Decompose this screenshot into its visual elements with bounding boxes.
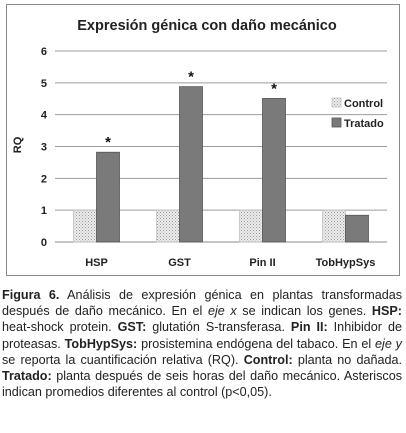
caption-figure-label: Figura 6. <box>2 288 60 302</box>
significance-asterisk: * <box>188 69 194 86</box>
bars: * * * <box>73 69 369 243</box>
chart-frame: Expresión génica con daño mecánico 0 1 2 3 4… <box>6 4 400 276</box>
legend: Control Tratado <box>331 97 384 130</box>
bar-tratado-tobhypsys <box>345 214 369 243</box>
y-tick-label: 2 <box>41 173 47 185</box>
caption-gst-label: GST: <box>117 320 147 335</box>
y-axis-ticks: 0 1 2 3 4 5 6 <box>41 46 48 249</box>
caption-text: planta después de seis horas del daño me… <box>2 369 402 400</box>
y-tick-label: 5 <box>41 78 47 90</box>
caption-eje-x: eje x <box>207 304 237 319</box>
bar-chart: Expresión génica con daño mecánico 0 1 2 3 4… <box>12 18 387 269</box>
caption-tob-label: TobHypSys: <box>64 336 138 351</box>
y-tick-label: 0 <box>41 237 47 249</box>
caption-text: glutatión S-transferasa. <box>146 320 291 335</box>
x-tick-label: GST <box>168 257 191 269</box>
caption-text: Inhibidor de proteasas. <box>2 320 402 351</box>
y-tick-label: 4 <box>41 110 48 122</box>
caption-control-label: Control: <box>243 352 293 367</box>
y-tick-label: 1 <box>41 205 47 217</box>
significance-asterisk: * <box>271 80 277 97</box>
bar-control-pin-ii <box>239 209 263 243</box>
caption-text: heat-shock protein. <box>2 320 118 335</box>
x-tick-label: TobHypSys <box>316 257 376 269</box>
figure-caption: Figura 6. Análisis de expresión génica e… <box>2 287 402 400</box>
bar-control-tobhypsys <box>322 209 346 243</box>
significance-asterisk: * <box>105 134 111 151</box>
caption-text: prosistemina endógena del tabaco. En el <box>137 336 376 351</box>
legend-label-control: Control <box>344 98 383 110</box>
caption-eje-y: eje y <box>375 336 402 351</box>
caption-text: se reporta la cuantificación relativa (R… <box>2 352 244 367</box>
x-tick-label: HSP <box>85 257 108 269</box>
x-axis-ticks: HSP GST Pin II TobHypSys <box>85 257 375 269</box>
caption-tratado-label: Tratado: <box>2 369 52 384</box>
caption-text: se indican los genes. <box>236 304 372 319</box>
legend-swatch-tratado <box>331 117 342 128</box>
legend-swatch-control <box>331 97 342 108</box>
bar-tratado-gst <box>179 86 203 243</box>
caption-pin-label: Pin II: <box>290 320 328 335</box>
bar-tratado-hsp <box>96 151 120 243</box>
y-tick-label: 3 <box>41 142 47 154</box>
chart-title: Expresión génica con daño mecánico <box>77 18 337 34</box>
caption-hsp-label: HSP: <box>371 304 402 319</box>
legend-label-tratado: Tratado <box>344 118 384 130</box>
bar-control-gst <box>156 209 180 243</box>
bar-control-hsp <box>73 209 97 243</box>
caption-text: planta no dañada. <box>292 352 402 367</box>
caption-text: Análisis de expresión génica en plantas … <box>2 288 403 319</box>
y-axis-label: RQ <box>12 136 24 153</box>
x-tick-label: Pin II <box>249 257 275 269</box>
bar-tratado-pin-ii <box>262 98 286 243</box>
y-tick-label: 6 <box>41 46 47 58</box>
